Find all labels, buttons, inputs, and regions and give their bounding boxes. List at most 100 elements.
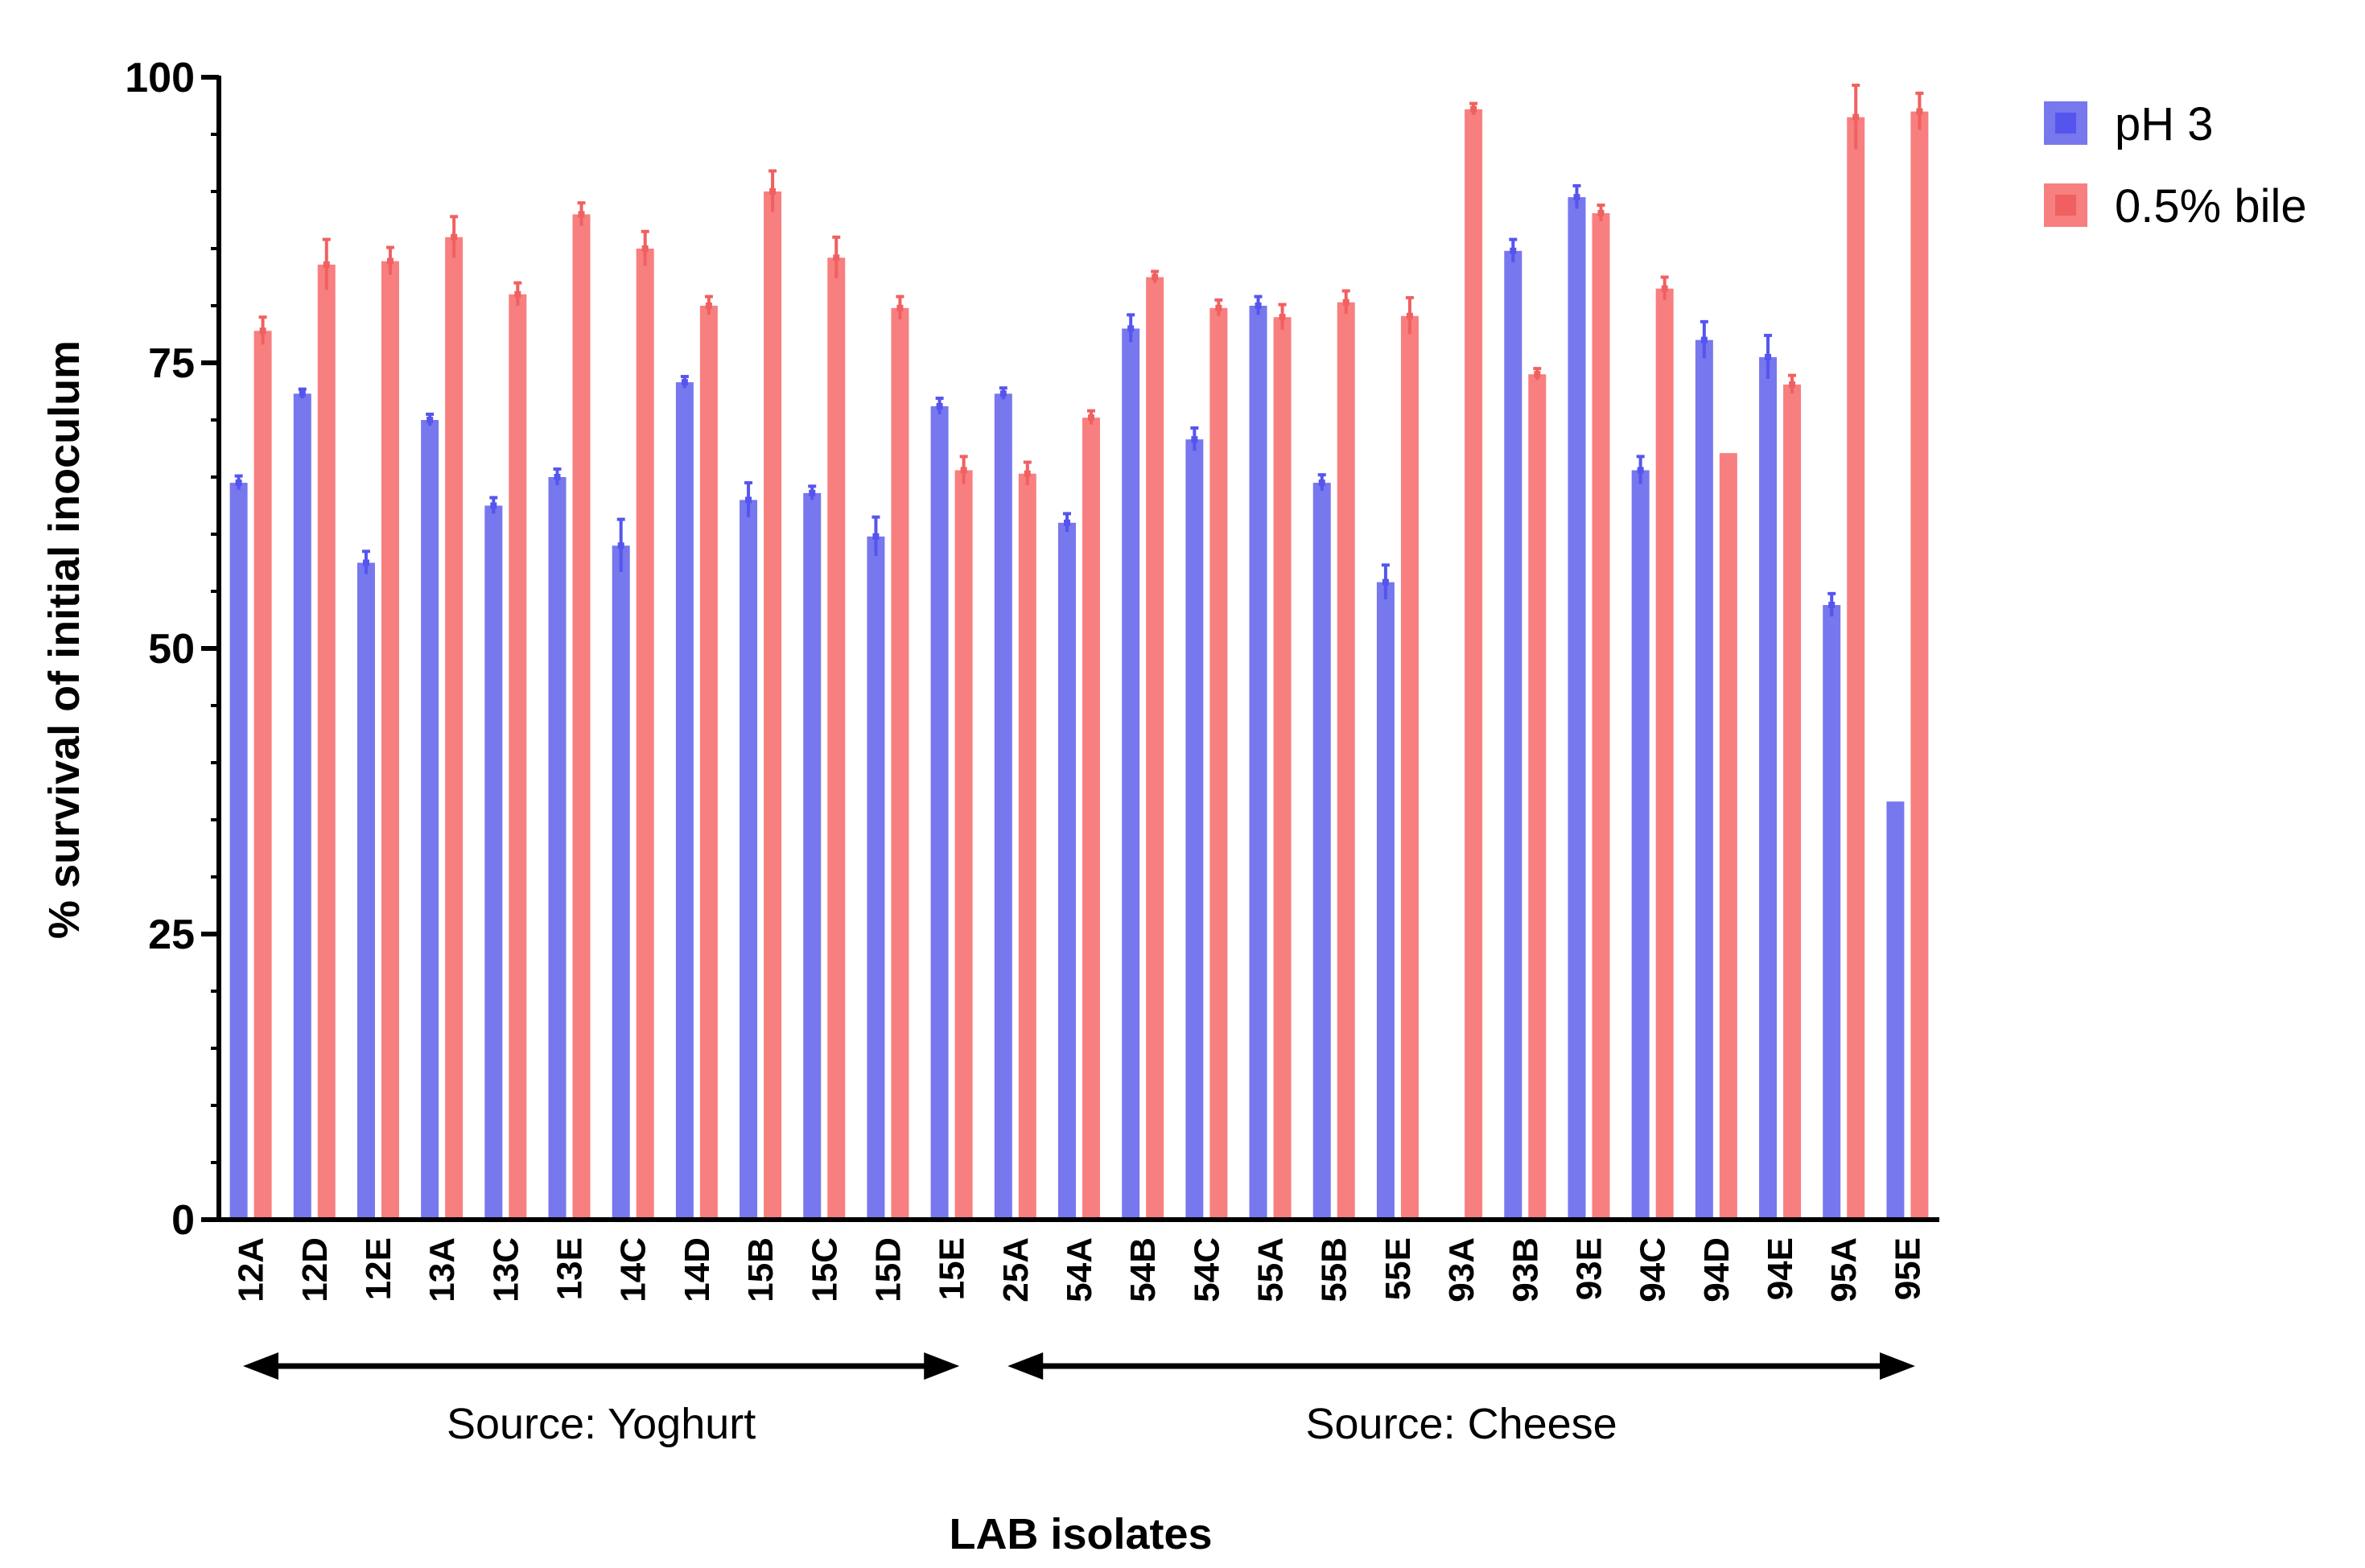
legend: pH 3 0.5% bile xyxy=(2044,98,2307,233)
range-arrowhead-right xyxy=(924,1352,960,1380)
bar-bile-94D xyxy=(1719,453,1737,1220)
axes-layer xyxy=(201,75,1939,1222)
bar-ph3-14D xyxy=(675,382,694,1220)
mean-marker-ph3-13A xyxy=(426,417,434,423)
mean-marker-ph3-55E xyxy=(1382,578,1389,586)
bar-ph3-15C xyxy=(803,492,822,1220)
bar-bile-93A xyxy=(1465,109,1483,1220)
bar-ph3-15B xyxy=(740,500,758,1220)
legend-item-ph3: pH 3 xyxy=(2044,98,2214,150)
legend-swatch-bile-inner xyxy=(2055,195,2076,216)
x-tick-label-15B: 15B xyxy=(741,1237,781,1303)
mean-marker-ph3-94C xyxy=(1637,467,1644,474)
mean-marker-bile-15E xyxy=(960,467,967,474)
range-arrowhead-left xyxy=(243,1352,278,1380)
bar-ph3-55A xyxy=(1249,306,1267,1220)
bar-bile-54C xyxy=(1209,307,1228,1220)
bar-ph3-13A xyxy=(421,420,439,1220)
mean-marker-ph3-55B xyxy=(1318,479,1325,487)
mean-marker-ph3-25A xyxy=(999,390,1007,397)
x-tick-label-95E: 95E xyxy=(1888,1237,1927,1300)
bar-ph3-12D xyxy=(293,393,311,1220)
mean-marker-bile-54B xyxy=(1152,274,1159,281)
mean-marker-bile-12E xyxy=(386,257,393,265)
x-tick-label-94D: 94D xyxy=(1697,1237,1737,1303)
mean-marker-bile-12D xyxy=(323,261,330,268)
bar-ph3-54A xyxy=(1058,522,1076,1220)
bar-bile-55E xyxy=(1400,315,1419,1220)
mean-marker-bile-95E xyxy=(1916,108,1923,115)
bar-ph3-15D xyxy=(867,536,885,1220)
mean-marker-ph3-12A xyxy=(235,479,242,487)
bar-bile-54B xyxy=(1146,277,1164,1220)
x-tick-label-95A: 95A xyxy=(1824,1237,1864,1303)
y-tick-label-75: 75 xyxy=(148,340,195,387)
legend-label-ph3: pH 3 xyxy=(2115,98,2214,150)
bar-bile-95A xyxy=(1847,117,1865,1220)
source-ranges: Source: Yoghurt Source: Cheese xyxy=(243,1352,1915,1448)
bar-ph3-94D xyxy=(1695,340,1713,1220)
bar-bile-15E xyxy=(954,470,973,1220)
mean-marker-bile-12A xyxy=(259,327,266,335)
mean-marker-ph3-54A xyxy=(1064,519,1070,526)
bar-ph3-15E xyxy=(930,405,949,1220)
mean-marker-bile-13E xyxy=(578,211,585,218)
legend-swatch-ph3-inner xyxy=(2055,113,2076,134)
bar-bile-94C xyxy=(1655,288,1674,1220)
mean-marker-bile-55E xyxy=(1406,312,1413,319)
x-tick-label-14D: 14D xyxy=(678,1237,717,1303)
mean-marker-ph3-12E xyxy=(362,559,369,566)
x-tick-label-54C: 54C xyxy=(1187,1237,1226,1303)
x-tick-label-54B: 54B xyxy=(1123,1237,1163,1303)
bar-ph3-94C xyxy=(1631,470,1650,1220)
bar-bile-13C xyxy=(509,294,527,1220)
bar-bile-14C xyxy=(636,249,654,1220)
bar-ph3-94E xyxy=(1759,356,1778,1220)
bar-ph3-54C xyxy=(1185,439,1204,1220)
mean-marker-ph3-13C xyxy=(490,502,497,509)
bar-bile-14D xyxy=(699,306,718,1220)
mean-marker-bile-95A xyxy=(1852,113,1860,121)
mean-marker-bile-54C xyxy=(1215,304,1222,311)
mean-marker-ph3-15E xyxy=(936,402,943,409)
bar-ph3-12E xyxy=(356,562,375,1220)
bar-bile-54A xyxy=(1082,418,1100,1220)
bar-ph3-25A xyxy=(994,393,1012,1220)
mean-marker-bile-25A xyxy=(1024,470,1031,477)
x-tick-label-55B: 55B xyxy=(1315,1237,1354,1303)
bars-layer xyxy=(229,109,1929,1220)
x-tick-label-12E: 12E xyxy=(359,1237,398,1300)
mean-marker-bile-55A xyxy=(1279,314,1286,321)
y-tick-label-100: 100 xyxy=(125,55,195,101)
x-tick-label-55E: 55E xyxy=(1378,1237,1418,1300)
bar-ph3-95A xyxy=(1823,605,1841,1220)
mean-marker-bile-15C xyxy=(833,254,840,261)
x-tick-label-15E: 15E xyxy=(933,1237,972,1300)
mean-marker-bile-94C xyxy=(1661,285,1668,292)
mean-marker-ph3-15B xyxy=(745,496,752,504)
source-range-yoghurt: Source: Yoghurt xyxy=(243,1352,960,1448)
mean-marker-ph3-54B xyxy=(1127,325,1135,332)
mean-marker-ph3-13E xyxy=(554,474,561,480)
y-tick-label-25: 25 xyxy=(148,912,195,958)
bar-ph3-13E xyxy=(548,477,567,1220)
mean-marker-ph3-94E xyxy=(1765,353,1772,360)
bar-bile-94E xyxy=(1783,384,1802,1220)
x-tick-label-13C: 13C xyxy=(486,1237,525,1303)
bar-bile-55A xyxy=(1273,317,1292,1220)
mean-marker-bile-54A xyxy=(1088,414,1094,422)
bar-bile-25A xyxy=(1018,473,1036,1220)
source-label-yoghurt: Source: Yoghurt xyxy=(447,1400,756,1448)
mean-marker-ph3-15C xyxy=(809,489,816,496)
bar-ph3-12A xyxy=(229,483,248,1220)
mean-marker-ph3-95A xyxy=(1828,602,1836,609)
x-tick-label-13A: 13A xyxy=(422,1237,462,1303)
range-arrowhead-right xyxy=(1880,1352,1915,1380)
mean-marker-bile-93B xyxy=(1534,371,1541,378)
bar-ph3-54B xyxy=(1122,328,1140,1220)
bar-ph3-93B xyxy=(1504,250,1522,1220)
mean-marker-bile-93E xyxy=(1597,209,1605,216)
bar-ph3-14C xyxy=(612,545,630,1220)
x-tick-label-25A: 25A xyxy=(996,1237,1036,1303)
